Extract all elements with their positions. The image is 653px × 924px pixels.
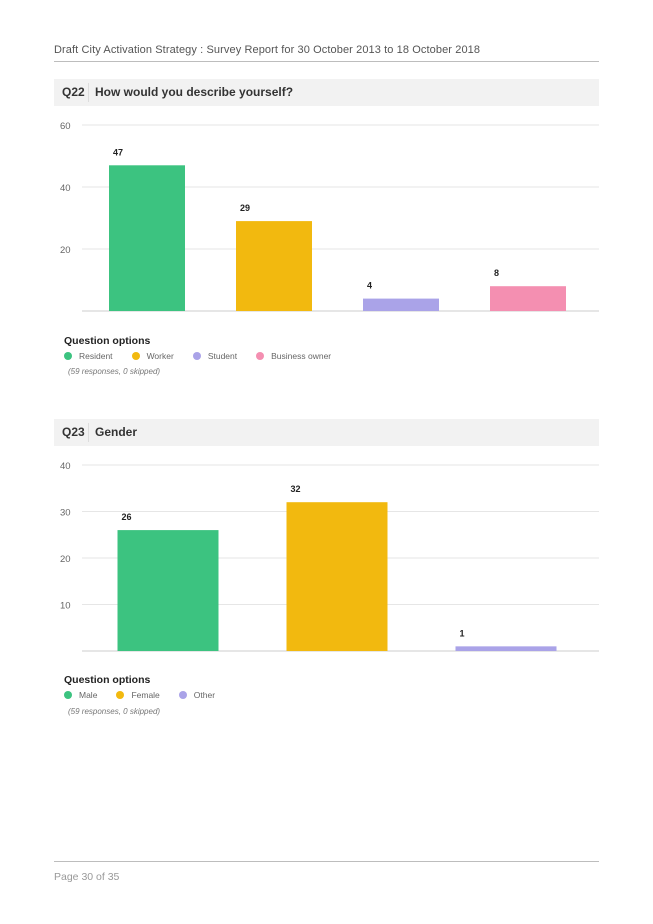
legend-swatch — [192, 352, 201, 360]
legend-item: Other — [178, 690, 216, 700]
question-number: Q23 — [62, 425, 85, 439]
question-options-title: Question options — [64, 335, 151, 347]
bar-student — [363, 298, 439, 311]
y-tick-label: 40 — [60, 183, 71, 194]
footer-divider — [54, 861, 599, 862]
bar-female — [286, 502, 388, 651]
data-label: 32 — [291, 484, 301, 494]
bar-chart-q22: 20 40 60 47 29 4 8 — [60, 121, 599, 312]
legend-item: Student — [192, 351, 238, 361]
data-label: 47 — [113, 147, 123, 157]
bar-chart-q23: 10 20 30 40 26 32 1 — [60, 461, 599, 652]
question-divider — [88, 83, 89, 102]
question-header-q23: Q23 Gender — [54, 419, 599, 446]
question-options-title: Question options — [64, 674, 151, 686]
legend-item: Resident — [64, 351, 113, 361]
header-divider — [54, 61, 599, 62]
response-count-note: (59 responses, 0 skipped) — [68, 707, 161, 716]
y-tick-label: 20 — [60, 554, 71, 565]
question-header-q22: Q22 How would you describe yourself? — [54, 79, 599, 106]
legend-label: Worker — [146, 351, 174, 361]
legend-label: Resident — [79, 351, 113, 361]
data-label: 1 — [460, 628, 465, 638]
legend-item: Business owner — [256, 351, 331, 361]
legend-item: Female — [116, 690, 160, 700]
bar-business-owner — [490, 286, 566, 311]
legend-item: Worker — [131, 351, 174, 361]
legend-swatch — [116, 691, 125, 699]
legend-item: Male — [64, 690, 97, 700]
legend-swatch — [256, 352, 265, 360]
question-title: How would you describe yourself? — [95, 85, 294, 99]
data-label: 26 — [122, 512, 132, 522]
bar-resident — [109, 165, 185, 311]
data-label: 8 — [494, 268, 499, 278]
y-tick-label: 20 — [60, 245, 71, 256]
chart-legend-q22: Resident Worker Student Business owner — [64, 351, 350, 361]
legend-swatch — [64, 352, 72, 360]
legend-label: Business owner — [271, 351, 332, 361]
legend-swatch — [64, 691, 72, 699]
page-number: Page 30 of 35 — [54, 871, 120, 883]
chart-legend-q23: Male Female Other — [64, 690, 234, 700]
question-title: Gender — [95, 425, 138, 439]
legend-swatch — [178, 691, 187, 699]
legend-swatch — [131, 352, 140, 360]
y-tick-label: 40 — [60, 461, 71, 472]
legend-label: Other — [193, 690, 216, 700]
bar-male — [117, 530, 219, 651]
question-number: Q22 — [62, 85, 85, 99]
y-tick-label: 30 — [60, 508, 71, 519]
data-label: 4 — [367, 281, 372, 291]
question-divider — [88, 423, 89, 442]
legend-label: Female — [131, 690, 160, 700]
y-tick-label: 10 — [60, 601, 71, 612]
report-header: Draft City Activation Strategy : Survey … — [54, 44, 481, 56]
bar-other — [455, 646, 557, 651]
response-count-note: (59 responses, 0 skipped) — [68, 367, 161, 376]
legend-label: Student — [207, 351, 238, 361]
legend-label: Male — [79, 690, 98, 700]
data-label: 29 — [240, 203, 250, 213]
y-tick-label: 60 — [60, 121, 71, 132]
bar-worker — [236, 221, 312, 311]
